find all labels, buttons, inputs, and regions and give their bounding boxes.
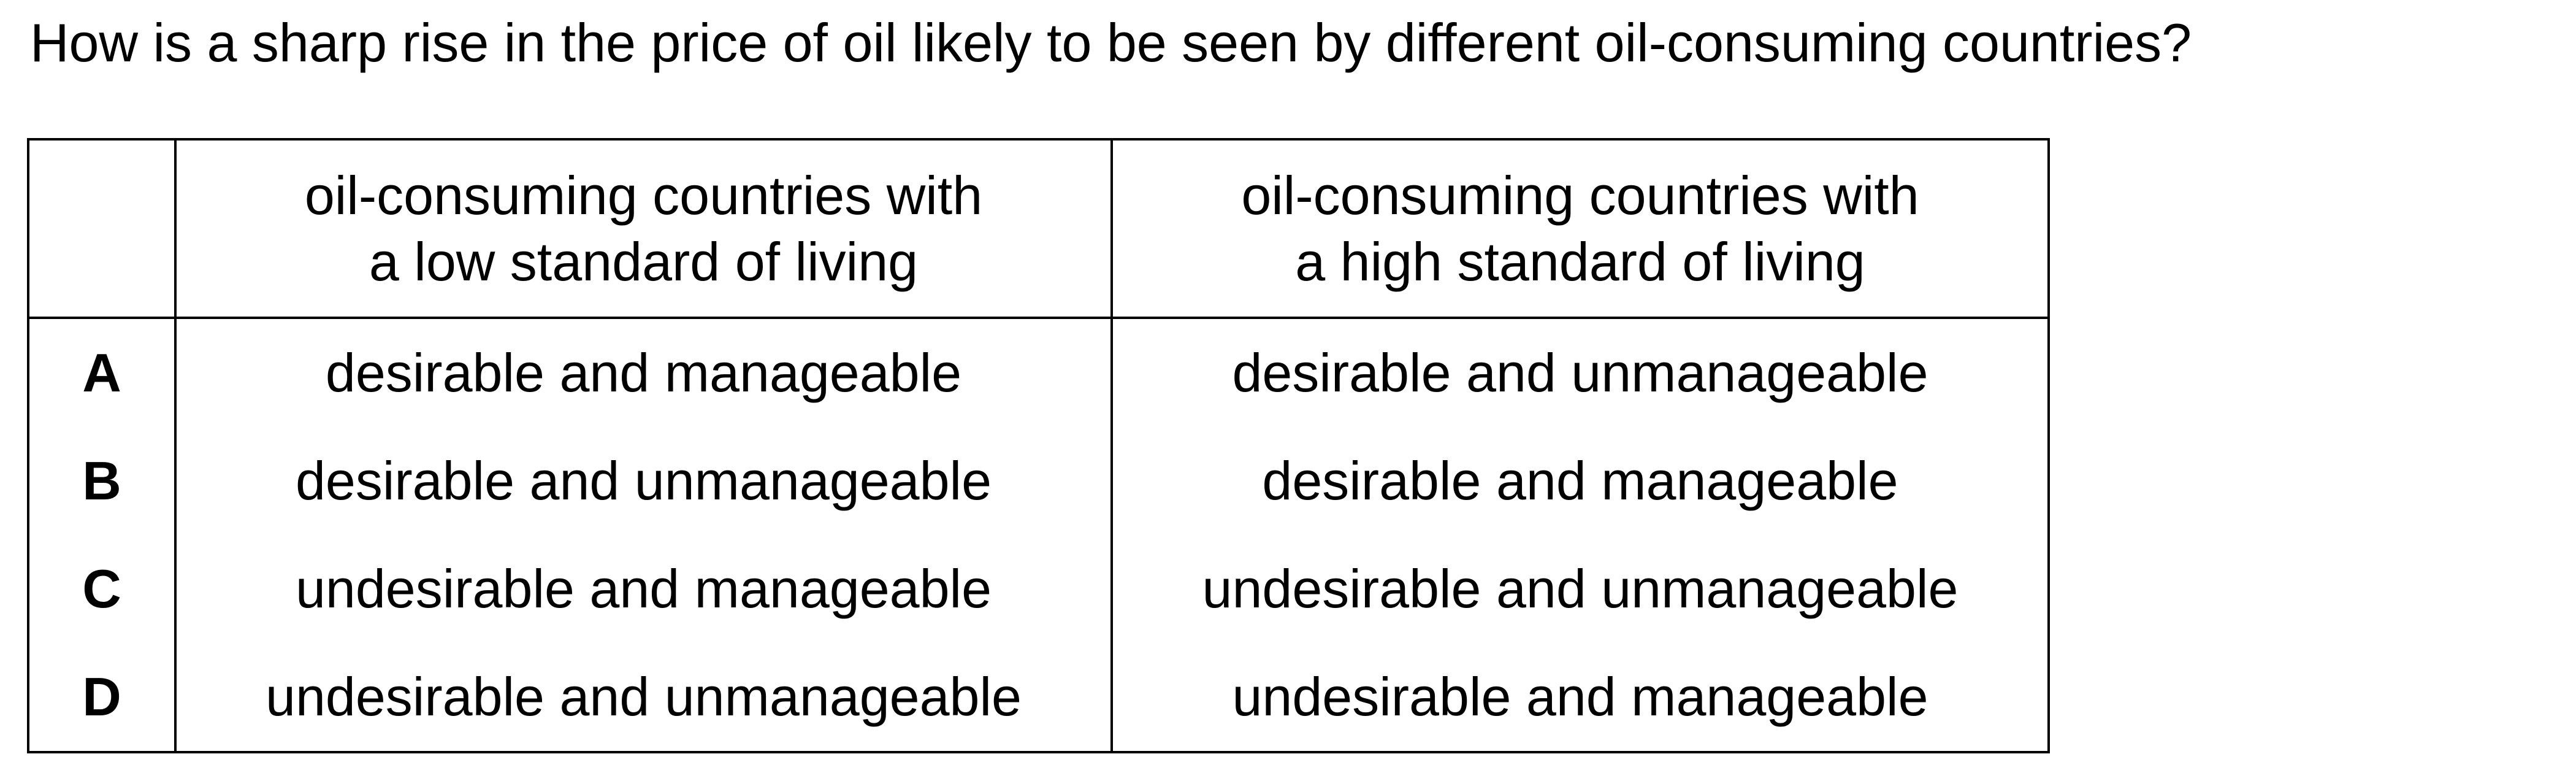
header-high-standard: oil-consuming countries with a high stan… (1110, 138, 2050, 319)
option-row-a: A desirable and manageable desirable and… (27, 318, 2050, 427)
option-high-cell: undesirable and manageable (1110, 643, 2050, 753)
option-high-cell: desirable and unmanageable (1110, 318, 2050, 427)
option-letter: B (27, 427, 177, 535)
option-low-cell: desirable and manageable (174, 318, 1113, 427)
table-header-row: oil-consuming countries with a low stand… (27, 138, 2050, 319)
option-row-b: B desirable and unmanageable desirable a… (27, 427, 2050, 535)
option-low-cell: desirable and unmanageable (174, 427, 1113, 535)
option-row-d: D undesirable and unmanageable undesirab… (27, 643, 2050, 753)
option-low-cell: undesirable and manageable (174, 535, 1113, 643)
option-letter: D (27, 643, 177, 753)
option-high-cell: undesirable and unmanageable (1110, 535, 2050, 643)
options-table: oil-consuming countries with a low stand… (27, 138, 2050, 753)
header-letter-cell (27, 138, 177, 319)
header-low-standard: oil-consuming countries with a low stand… (174, 138, 1113, 319)
option-high-cell: desirable and manageable (1110, 427, 2050, 535)
header-high-line-1: oil-consuming countries with (1241, 164, 1919, 226)
question-text: How is a sharp rise in the price of oil … (30, 12, 2192, 73)
header-low-line-2: a low standard of living (369, 231, 919, 292)
header-low-line-1: oil-consuming countries with (304, 164, 983, 226)
option-row-c: C undesirable and manageable undesirable… (27, 535, 2050, 643)
option-letter: A (27, 318, 177, 427)
header-high-line-2: a high standard of living (1295, 231, 1865, 292)
option-low-cell: undesirable and unmanageable (174, 643, 1113, 753)
option-letter: C (27, 535, 177, 643)
